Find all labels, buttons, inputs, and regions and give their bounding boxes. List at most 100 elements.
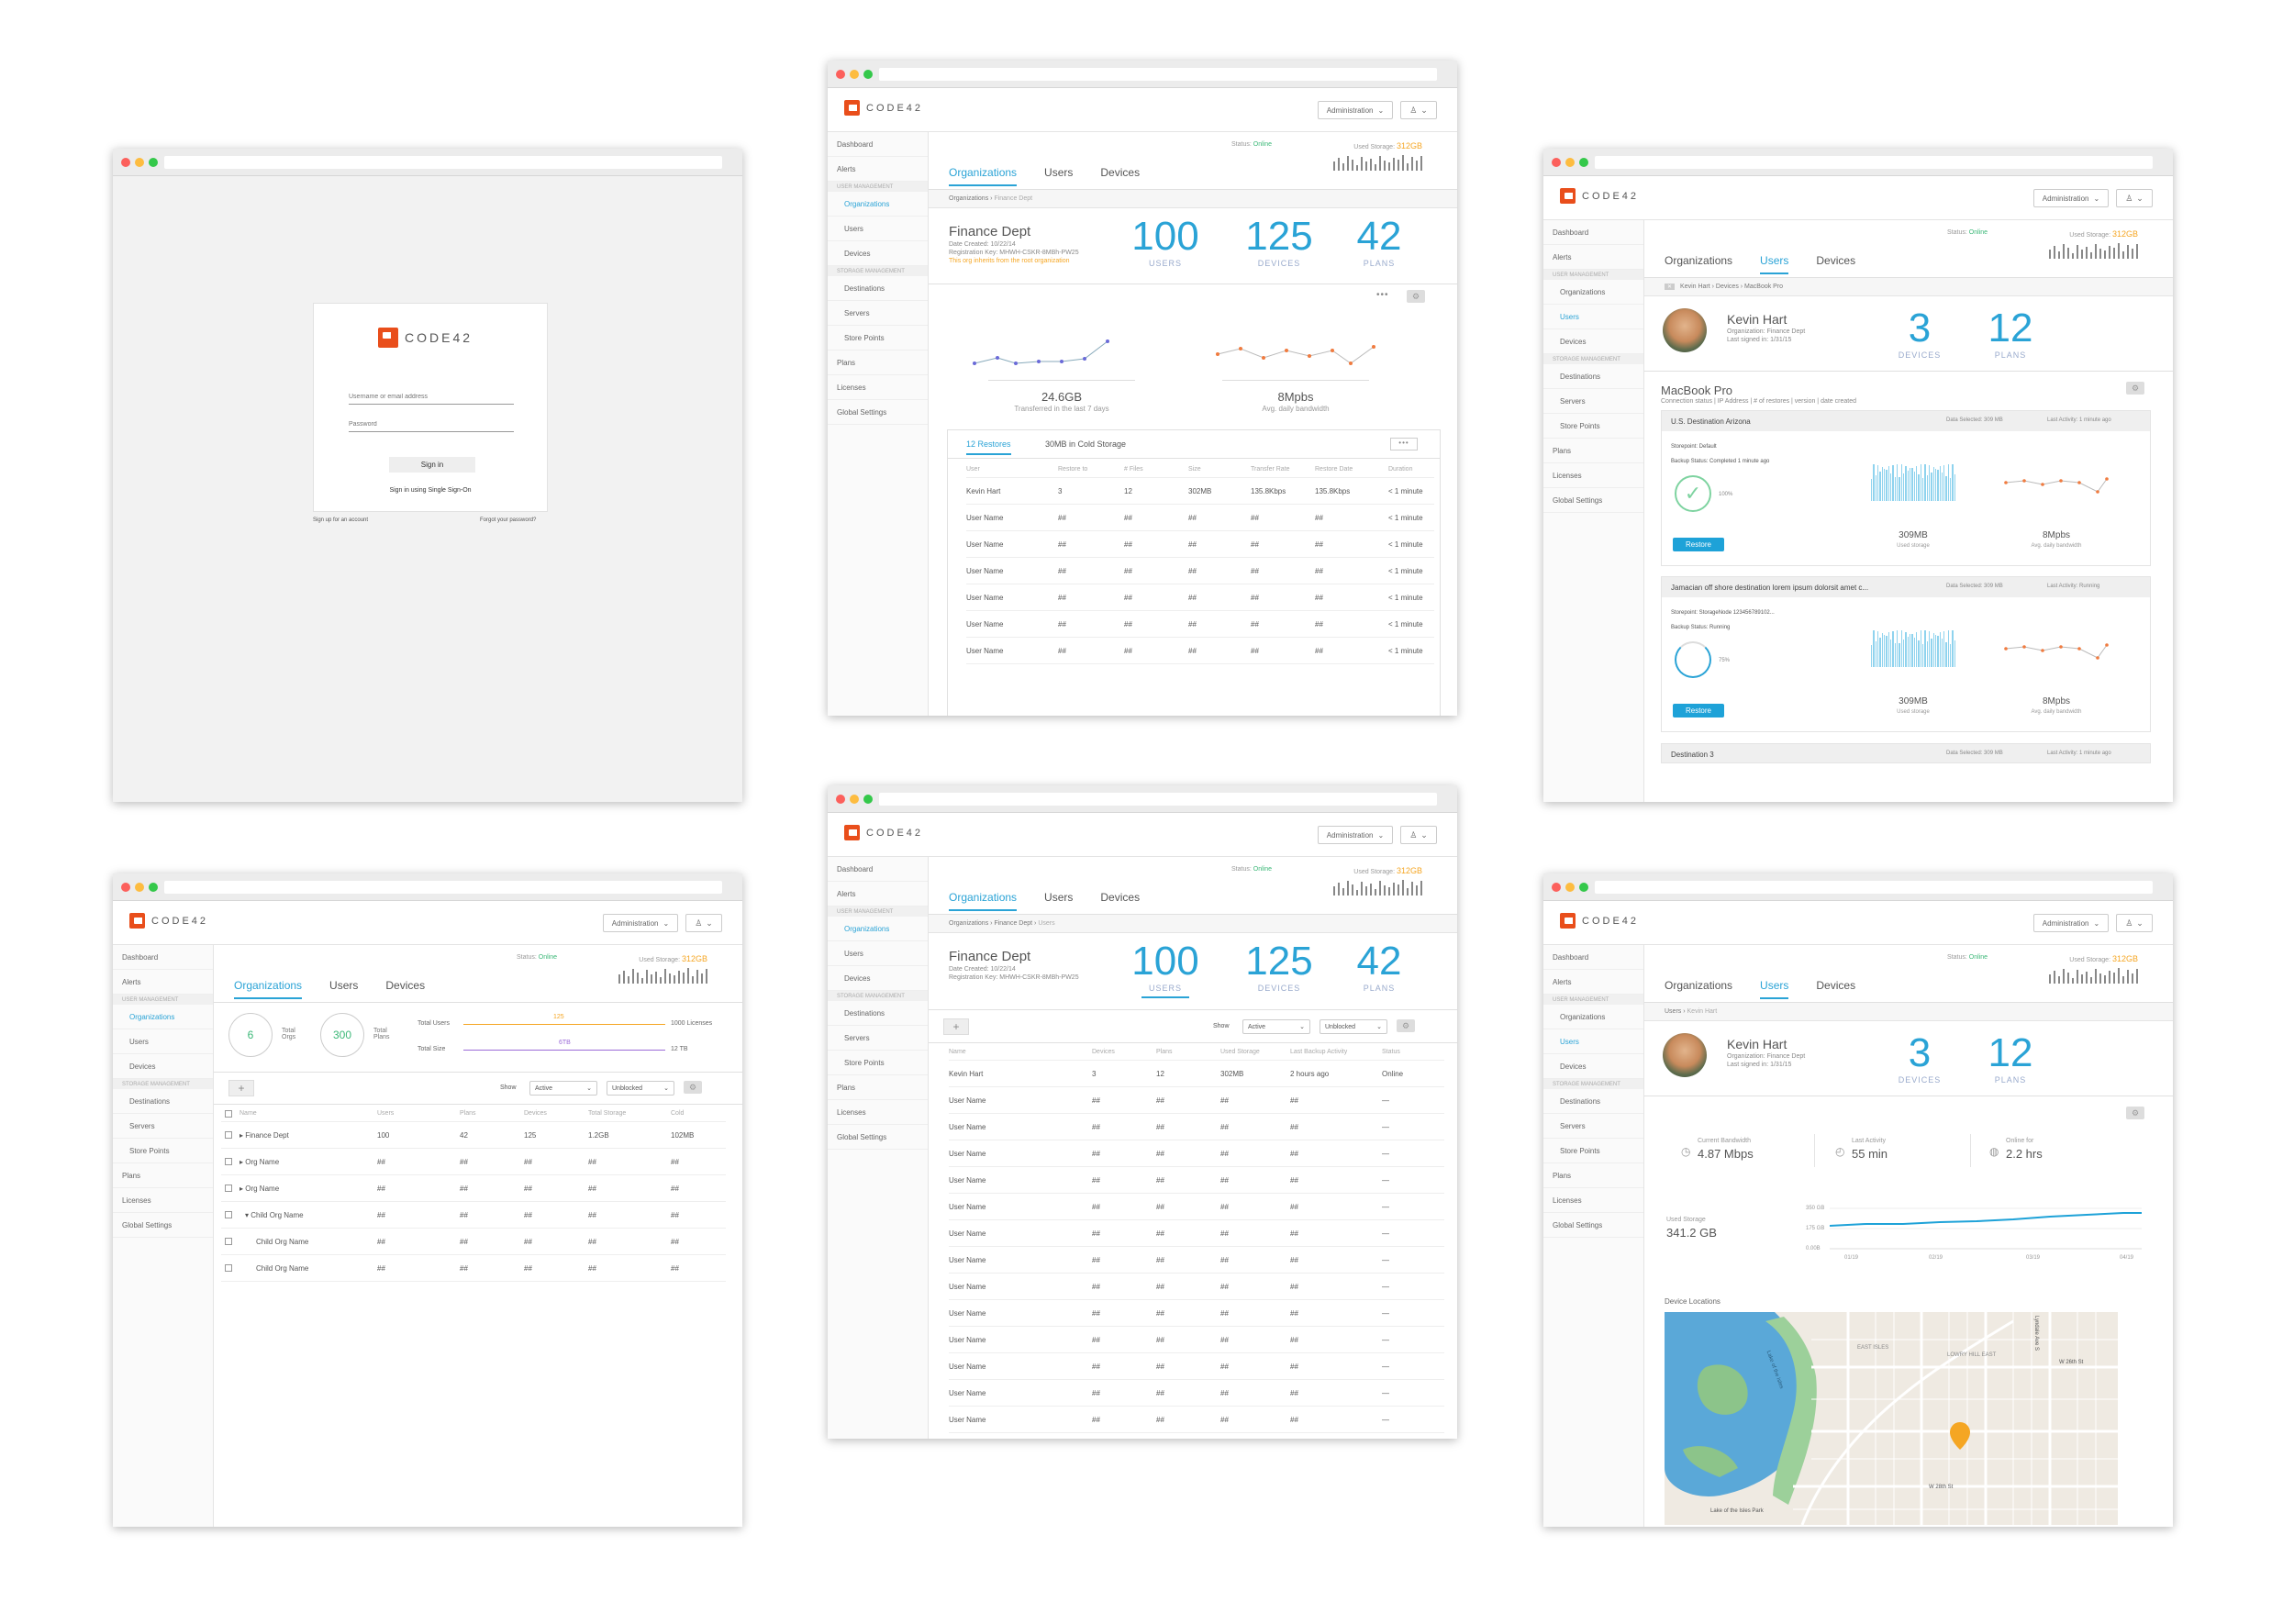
table-row[interactable]: Child Org Name ## ## ## ## ## [221,1229,726,1255]
more-options-icon[interactable]: ••• [1390,438,1418,450]
sidebar-item-dashboard[interactable]: Dashboard [828,857,928,882]
zoom-dot[interactable] [863,70,873,79]
sidebar-item-dashboard[interactable]: Dashboard [1543,220,1643,245]
sidebar-item-plans[interactable]: Plans [113,1163,213,1188]
tab-restores[interactable]: 12 Restores [966,439,1011,455]
table-row[interactable]: User Name ## ## ## ## — [949,1407,1444,1433]
user-menu[interactable]: ♙ ⌄ [2116,189,2153,207]
device-map[interactable] [1665,1312,2118,1525]
table-row[interactable]: User Name ## ## ## ## ## < 1 minute [966,611,1434,638]
sso-link[interactable]: Sign in using Single Sign-On [389,487,472,494]
tab-devices[interactable]: Devices [1816,254,1856,267]
sidebar-item-organizations[interactable]: Organizations [1543,280,1643,305]
sidebar-item-dashboard[interactable]: Dashboard [1543,945,1643,970]
sidebar-item-global-settings[interactable]: Global Settings [1543,1213,1643,1238]
table-row[interactable]: User Name ## ## ## ## ## < 1 minute [966,531,1434,558]
sidebar-item-destinations[interactable]: Destinations [828,276,928,301]
breadcrumb-root[interactable]: Users [1665,1008,1682,1015]
sidebar-item-users[interactable]: Users [828,941,928,966]
admin-menu[interactable]: Administration ⌄ [1318,826,1393,844]
address-bar[interactable] [1595,156,2153,169]
table-row[interactable]: User Name ## ## ## ## — [949,1087,1444,1114]
row-checkbox[interactable] [225,1131,232,1139]
sidebar-item-store-points[interactable]: Store Points [828,326,928,350]
minimize-dot[interactable] [1565,158,1575,167]
tab-cold-storage[interactable]: 30MB in Cold Storage [1045,439,1127,449]
user-menu[interactable]: ♙ ⌄ [1400,826,1437,844]
sidebar-item-plans[interactable]: Plans [828,1075,928,1100]
sidebar-item-store-points[interactable]: Store Points [113,1139,213,1163]
row-checkbox[interactable] [225,1109,232,1118]
destination-card-3[interactable]: Destination 3 Data Selected: 309 MB Last… [1661,743,2151,763]
sidebar-item-store-points[interactable]: Store Points [828,1051,928,1075]
table-row[interactable]: Kevin Hart 3 12 302MB 135.8Kbps 135.8Kbps < 1 … [966,478,1434,505]
add-icon[interactable]: + [943,1018,969,1035]
sidebar-item-devices[interactable]: Devices [828,241,928,266]
table-row[interactable]: ▸ Org Name ## ## ## ## ## [221,1149,726,1175]
address-bar[interactable] [879,68,1437,81]
row-checkbox[interactable] [225,1264,232,1272]
sidebar-item-servers[interactable]: Servers [113,1114,213,1139]
sign-in-button[interactable]: Sign in [389,457,475,473]
close-dot[interactable] [121,158,130,167]
sidebar-item-devices[interactable]: Devices [1543,1054,1643,1079]
close-dot[interactable] [836,70,845,79]
sidebar-item-plans[interactable]: Plans [828,350,928,375]
sidebar-item-destinations[interactable]: Destinations [1543,1089,1643,1114]
tab-users[interactable]: Users [1760,254,1789,274]
tab-users[interactable]: Users [329,979,359,992]
sidebar-item-licenses[interactable]: Licenses [1543,463,1643,488]
sidebar-item-destinations[interactable]: Destinations [1543,364,1643,389]
sidebar-item-plans[interactable]: Plans [1543,439,1643,463]
sidebar-item-plans[interactable]: Plans [1543,1163,1643,1188]
gear-icon[interactable]: ⚙ [1407,290,1425,303]
zoom-dot[interactable] [1579,883,1588,892]
row-checkbox[interactable] [225,1185,232,1192]
plans-count[interactable]: 42 [1356,939,1402,984]
sidebar-item-organizations[interactable]: Organizations [828,192,928,217]
status-filter-select[interactable]: Active ⌄ [529,1081,597,1096]
sidebar-item-global-settings[interactable]: Global Settings [1543,488,1643,513]
tab-organizations[interactable]: Organizations [949,891,1018,911]
user-menu[interactable]: ♙ ⌄ [685,914,722,932]
signup-link[interactable]: Sign up for an account [313,517,369,523]
admin-menu[interactable]: Administration ⌄ [603,914,678,932]
zoom-dot[interactable] [1579,158,1588,167]
gear-icon[interactable]: ⚙ [2126,382,2144,395]
gear-icon[interactable]: ⚙ [684,1081,702,1094]
sidebar-item-global-settings[interactable]: Global Settings [113,1213,213,1238]
sidebar-item-alerts[interactable]: Alerts [828,882,928,907]
tab-users[interactable]: Users [1044,891,1074,904]
sidebar-item-organizations[interactable]: Organizations [113,1005,213,1029]
devices-count[interactable]: 125 [1245,939,1313,984]
add-icon[interactable]: + [228,1080,254,1096]
user-menu[interactable]: ♙ ⌄ [2116,914,2153,932]
close-dot[interactable] [1552,883,1561,892]
sidebar-item-destinations[interactable]: Destinations [828,1001,928,1026]
admin-menu[interactable]: Administration ⌄ [1318,101,1393,119]
sidebar-item-global-settings[interactable]: Global Settings [828,400,928,425]
forgot-password-link[interactable]: Forgot your password? [480,517,537,523]
gear-icon[interactable]: ⚙ [1397,1019,1415,1032]
breadcrumb-root[interactable]: Organizations [949,195,989,202]
block-filter-select[interactable]: Unblocked ⌄ [607,1081,674,1096]
sidebar-item-store-points[interactable]: Store Points [1543,1139,1643,1163]
close-dot[interactable] [121,883,130,892]
table-row[interactable]: User Name ## ## ## ## — [949,1247,1444,1274]
tab-users[interactable]: Users [1760,979,1789,999]
user-menu[interactable]: ♙ ⌄ [1400,101,1437,119]
plans-count[interactable]: 12 [1988,1030,2033,1075]
table-row[interactable]: Child Org Name ## ## ## ## ## [221,1255,726,1282]
tab-users[interactable]: Users [1044,166,1074,179]
tab-organizations[interactable]: Organizations [1665,254,1733,267]
users-count[interactable]: 100 [1131,939,1199,984]
username-input[interactable] [349,390,514,405]
sidebar-item-servers[interactable]: Servers [828,1026,928,1051]
breadcrumb-mid[interactable]: Finance Dept [994,920,1033,927]
gear-icon[interactable]: ⚙ [2126,1107,2144,1119]
sidebar-item-global-settings[interactable]: Global Settings [828,1125,928,1150]
more-options-icon[interactable]: ••• [1376,290,1389,300]
sidebar-item-devices[interactable]: Devices [828,966,928,991]
status-filter-select[interactable]: Active ⌄ [1242,1019,1310,1034]
close-icon[interactable]: ✕ [1665,284,1676,290]
